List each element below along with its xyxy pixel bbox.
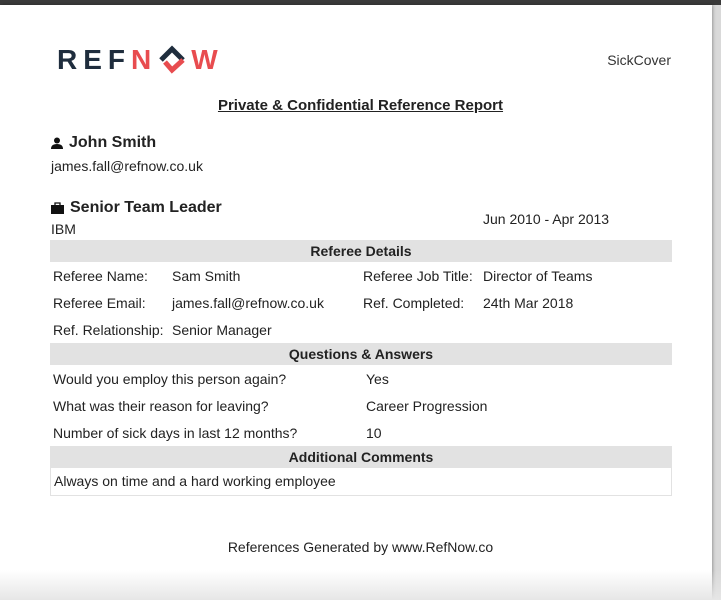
table-row: Referee Name: Sam Smith Referee Job Titl… [50,262,672,289]
referee-name: Sam Smith [172,267,241,284]
answer: Yes [366,370,389,387]
table-row: Ref. Relationship: Senior Manager [50,316,672,343]
answer: 10 [366,424,382,441]
page-fade [0,570,721,600]
question: Would you employ this person again? [53,370,287,387]
qa-row: Number of sick days in last 12 months? 10 [50,419,672,446]
employment-dates: Jun 2010 - Apr 2013 [483,211,610,227]
referee-heading: Referee Details [50,240,672,262]
qa-heading: Questions & Answers [50,343,672,365]
referee-job: Director of Teams [483,267,593,284]
candidate-email: james.fall@refnow.co.uk [51,158,203,174]
candidate-name-text: John Smith [69,134,157,151]
comments-text: Always on time and a hard working employ… [50,468,672,496]
footer: References Generated by www.RefNow.co [227,539,494,555]
label: Referee Job Title: [363,267,473,284]
ref-completed: 24th Mar 2018 [483,294,574,311]
report-table: Referee Details Referee Name: Sam Smith … [50,240,672,496]
briefcase-icon [51,202,64,214]
client-label: SickCover [607,52,671,68]
table-row: Referee Email: james.fall@refnow.co.uk R… [50,289,672,316]
report-page [0,5,712,600]
comments-heading: Additional Comments [50,446,672,468]
question: What was their reason for leaving? [53,397,269,414]
qa-row: Would you employ this person again? Yes [50,365,672,392]
company: IBM [51,221,76,237]
candidate-name: John Smith [51,134,156,152]
position-title-text: Senior Team Leader [70,199,222,216]
qa-row: What was their reason for leaving? Career… [50,392,672,419]
referee-email: james.fall@refnow.co.uk [172,294,324,311]
answer: Career Progression [366,397,488,414]
refnow-logo: REF N W [57,44,224,75]
label: Referee Email: [53,294,146,311]
viewer-top-bar [0,0,721,5]
page-title: Private & Confidential Reference Report [217,97,504,114]
label: Ref. Relationship: [53,321,164,338]
label: Ref. Completed: [363,294,465,311]
ref-relationship: Senior Manager [172,321,272,338]
person-icon [51,137,63,149]
question: Number of sick days in last 12 months? [53,424,298,441]
position-title: Senior Team Leader [51,199,222,217]
label: Referee Name: [53,267,148,284]
logo-diamond-icon [159,45,186,74]
